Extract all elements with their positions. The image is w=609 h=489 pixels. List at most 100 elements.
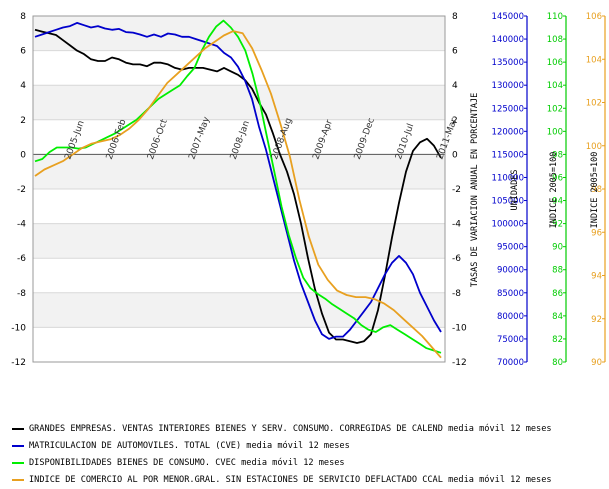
axis-tick-label: 106 (586, 12, 602, 22)
axis-tick-label: 92 (591, 315, 602, 325)
y-tick-label: -10 (452, 323, 467, 333)
units-axis: 145000 140000 135000 130000 125000 120000 1150… (492, 12, 528, 368)
axis-tick-label: 90 (591, 358, 602, 368)
axis-tick-label: 100000 (492, 220, 524, 230)
axis-tick-label: 90 (552, 243, 563, 253)
axis-tick-label: 96 (591, 228, 602, 238)
orange-index-axis: 106 104 102 100 98 96 94 92 90 (586, 12, 606, 368)
axis-tick-label: 90000 (497, 266, 524, 276)
axis-tick-label: 84 (552, 312, 563, 322)
y-tick-label: 0 (452, 150, 458, 160)
plot-band (33, 85, 445, 120)
axis-tick-label: 125000 (492, 104, 524, 114)
y-tick-label: -8 (452, 289, 461, 299)
y-tick-label: 2 (20, 116, 26, 126)
series-layer (34, 19, 442, 359)
plot-band (33, 189, 445, 224)
legend-label: MATRICULACION DE AUTOMOVILES. TOTAL (CVE… (29, 440, 350, 451)
axis-tick-label: 105000 (492, 197, 524, 207)
units-axis-label: UNIDADES (510, 170, 520, 211)
legend: GRANDES EMPRESAS. VENTAS INTERIORES BIEN… (12, 420, 607, 488)
legend-item: MATRICULACION DE AUTOMOVILES. TOTAL (CVE… (12, 437, 607, 454)
axis-tick-label: 145000 (492, 12, 524, 22)
green-axis-label: INDICE 2005=100 (549, 152, 559, 229)
plot-band (33, 223, 445, 259)
legend-label: DISPONIBILIDADES BIENES DE CONSUMO. CVEC… (29, 457, 345, 468)
axis-tick-label: 106 (547, 58, 563, 68)
y-tick-label: 4 (20, 81, 26, 91)
plot-frame (32, 15, 446, 363)
axis-tick-label: 75000 (497, 335, 524, 345)
axis-tick-label: 102 (586, 99, 602, 109)
y-tick-label: -12 (11, 358, 26, 368)
y-tick-label: 8 (20, 12, 26, 22)
plot-band (33, 292, 445, 328)
axis-tick-label: 110 (547, 12, 563, 22)
legend-item: INDICE DE COMERCIO AL POR MENOR.GRAL. SI… (12, 471, 607, 488)
legend-swatch (12, 478, 24, 481)
axis-tick-label: 88 (552, 266, 563, 276)
axis-tick-label: 85000 (497, 289, 524, 299)
orange-axis-label: INDICE 2005=100 (590, 152, 600, 229)
green-index-axis: 110 108 106 104 102 100 98 96 94 92 90 88 86 84 82 80 (547, 12, 567, 368)
axis-tick-label: 82 (552, 335, 563, 345)
axis-tick-label: 94 (591, 272, 602, 282)
axis-tick-label: 95000 (497, 243, 524, 253)
plot-background-bands (33, 16, 445, 362)
legend-item: GRANDES EMPRESAS. VENTAS INTERIORES BIEN… (12, 420, 607, 437)
y-tick-label: -4 (17, 220, 26, 230)
right-axis-label: TASAS DE VARIACION ANUAL EN PORCENTAJE (470, 93, 480, 287)
y-tick-label: -6 (452, 254, 461, 264)
plot-band (33, 258, 445, 293)
y-tick-label: -4 (452, 220, 461, 230)
y-tick-label: 6 (452, 47, 458, 57)
series-line (34, 28, 442, 344)
legend-label: INDICE DE COMERCIO AL POR MENOR.GRAL. SI… (29, 474, 552, 485)
plot-band (33, 154, 445, 189)
right-axis: 8 6 4 2 0 -2 -4 -6 -8 -10 -12 (452, 12, 467, 368)
series-line (34, 21, 442, 340)
axis-tick-label: 115000 (492, 150, 524, 160)
y-tick-label: -8 (17, 289, 26, 299)
y-tick-label: -10 (11, 323, 26, 333)
legend-label: GRANDES EMPRESAS. VENTAS INTERIORES BIEN… (29, 423, 552, 434)
axis-tick-label: 102 (547, 104, 563, 114)
axis-tick-label: 100 (586, 142, 602, 152)
axis-tick-label: 96 (552, 173, 563, 183)
y-tick-label: -2 (17, 185, 26, 195)
axis-tick-label: 110000 (492, 173, 524, 183)
axis-tick-label: 100 (547, 127, 563, 137)
axis-tick-label: 98 (591, 185, 602, 195)
y-tick-label: -12 (452, 358, 467, 368)
plot-band (33, 327, 445, 362)
axis-tick-label: 130000 (492, 81, 524, 91)
series-line (34, 19, 442, 354)
axis-tick-label: 108 (547, 35, 563, 45)
y-tick-label: 4 (452, 81, 458, 91)
y-tick-label: 8 (452, 12, 458, 22)
axis-tick-label: 120000 (492, 127, 524, 137)
axis-tick-label: 98 (552, 150, 563, 160)
y-tick-label: 0 (20, 150, 26, 160)
legend-swatch (12, 461, 24, 464)
y-tick-label: 2 (452, 116, 458, 126)
axis-tick-label: 86 (552, 289, 563, 299)
axis-tick-label: 135000 (492, 58, 524, 68)
legend-swatch (12, 444, 24, 447)
series-line (34, 30, 442, 359)
axis-tick-label: 70000 (497, 358, 524, 368)
axis-tick-label: 140000 (492, 35, 524, 45)
axis-tick-label: 92 (552, 220, 563, 230)
axis-tick-label: 104 (586, 55, 602, 65)
legend-swatch (12, 427, 24, 430)
y-tick-label: 6 (20, 47, 26, 57)
axis-tick-label: 80 (552, 358, 563, 368)
left-axis: 8 6 4 2 0 -2 -4 -6 -8 -10 -12 (11, 12, 26, 368)
axis-tick-label: 104 (547, 81, 563, 91)
axis-tick-label: 80000 (497, 312, 524, 322)
plot-band (33, 119, 445, 155)
y-tick-label: -6 (17, 254, 26, 264)
legend-item: DISPONIBILIDADES BIENES DE CONSUMO. CVEC… (12, 454, 607, 471)
y-tick-label: -2 (452, 185, 461, 195)
